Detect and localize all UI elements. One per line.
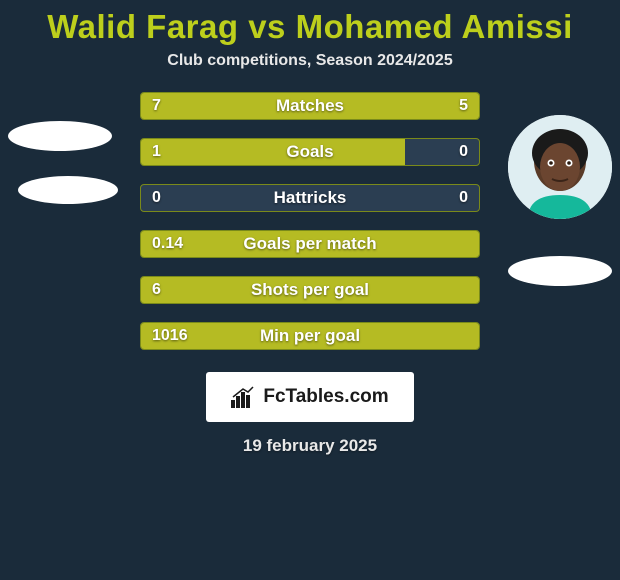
stat-row: Matches7 5: [140, 92, 480, 120]
player-right-placeholder: [508, 256, 612, 286]
stat-value-left: 7: [152, 92, 161, 120]
stat-label: Hattricks: [140, 184, 480, 212]
player-left-placeholder-1: [8, 121, 112, 151]
chart-icon: [231, 386, 257, 408]
stat-value-left: 1016: [152, 322, 188, 350]
stat-label: Goals per match: [140, 230, 480, 258]
stats-bars: Matches75Goals10Hattricks00Goals per mat…: [140, 92, 480, 350]
stat-label: Goals: [140, 138, 480, 166]
subtitle: Club competitions, Season 2024/2025: [167, 52, 452, 70]
stat-value-left: 1: [152, 138, 161, 166]
stat-value-left: 0: [152, 184, 161, 212]
stat-label: Shots per goal: [140, 276, 480, 304]
stat-row: Shots per goal6: [140, 276, 480, 304]
page-title: Walid Farag vs Mohamed Amissi: [47, 8, 573, 46]
player-right-avatar: [508, 115, 612, 219]
player-left-placeholder-2: [18, 176, 118, 204]
stat-value-right: 0: [459, 138, 468, 166]
date-text: 19 february 2025: [243, 436, 377, 456]
stat-value-left: 6: [152, 276, 161, 304]
brand-text: FcTables.com: [263, 386, 388, 408]
stat-row: Hattricks0 0: [140, 184, 480, 212]
stat-row: Goals per match0.14: [140, 230, 480, 258]
stat-row: Min per goal1016: [140, 322, 480, 350]
stat-value-right: 5: [459, 92, 468, 120]
stat-value-left: 0.14: [152, 230, 183, 258]
stat-label: Min per goal: [140, 322, 480, 350]
stat-value-right: 0: [459, 184, 468, 212]
stat-label: Matches: [140, 92, 480, 120]
stat-row: Goals1 0: [140, 138, 480, 166]
brand-badge: FcTables.com: [206, 372, 414, 422]
